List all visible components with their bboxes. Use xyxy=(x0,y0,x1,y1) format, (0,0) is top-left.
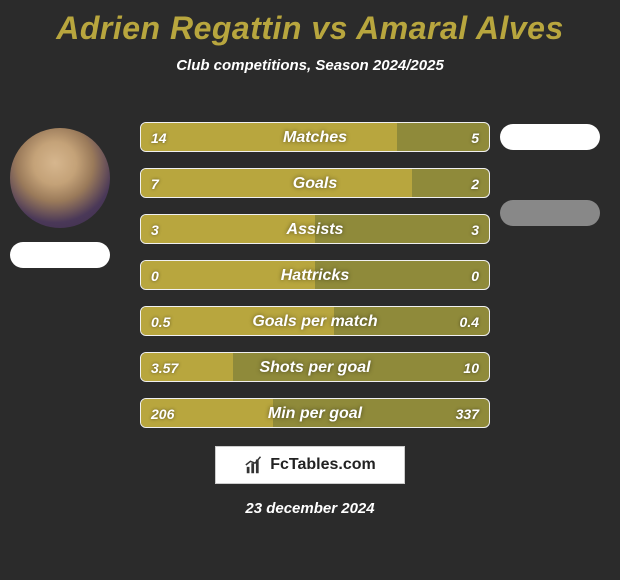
stat-row: 14Matches5 xyxy=(140,122,490,152)
stat-value-right: 0 xyxy=(471,261,479,290)
player-right-name-pill-1 xyxy=(500,124,600,150)
stat-label: Goals xyxy=(141,169,489,198)
chart-icon xyxy=(244,454,266,476)
stat-value-right: 337 xyxy=(456,399,479,428)
stat-label: Assists xyxy=(141,215,489,244)
player-right-name-pill-2 xyxy=(500,200,600,226)
player-right-block xyxy=(500,124,600,226)
subtitle: Club competitions, Season 2024/2025 xyxy=(0,57,620,74)
date-label: 23 december 2024 xyxy=(0,500,620,517)
stat-row: 0Hattricks0 xyxy=(140,260,490,290)
stat-value-right: 0.4 xyxy=(460,307,479,336)
player-left-avatar xyxy=(10,128,110,228)
stat-row: 3Assists3 xyxy=(140,214,490,244)
site-label: FcTables.com xyxy=(270,456,376,474)
site-badge[interactable]: FcTables.com xyxy=(215,446,405,484)
stat-value-right: 2 xyxy=(471,169,479,198)
stat-label: Hattricks xyxy=(141,261,489,290)
stat-label: Matches xyxy=(141,123,489,152)
player-left-block xyxy=(10,128,110,268)
stat-value-right: 5 xyxy=(471,123,479,152)
page-title: Adrien Regattin vs Amaral Alves xyxy=(0,0,620,47)
stat-value-right: 3 xyxy=(471,215,479,244)
stat-row: 3.57Shots per goal10 xyxy=(140,352,490,382)
stat-row: 206Min per goal337 xyxy=(140,398,490,428)
stat-label: Goals per match xyxy=(141,307,489,336)
stat-row: 7Goals2 xyxy=(140,168,490,198)
player-left-name-pill xyxy=(10,242,110,268)
stat-value-right: 10 xyxy=(463,353,479,382)
stat-label: Shots per goal xyxy=(141,353,489,382)
stats-table: 14Matches5 7Goals2 3Assists3 0Hattricks0 0.5… xyxy=(140,122,490,444)
stat-label: Min per goal xyxy=(141,399,489,428)
stat-row: 0.5Goals per match0.4 xyxy=(140,306,490,336)
